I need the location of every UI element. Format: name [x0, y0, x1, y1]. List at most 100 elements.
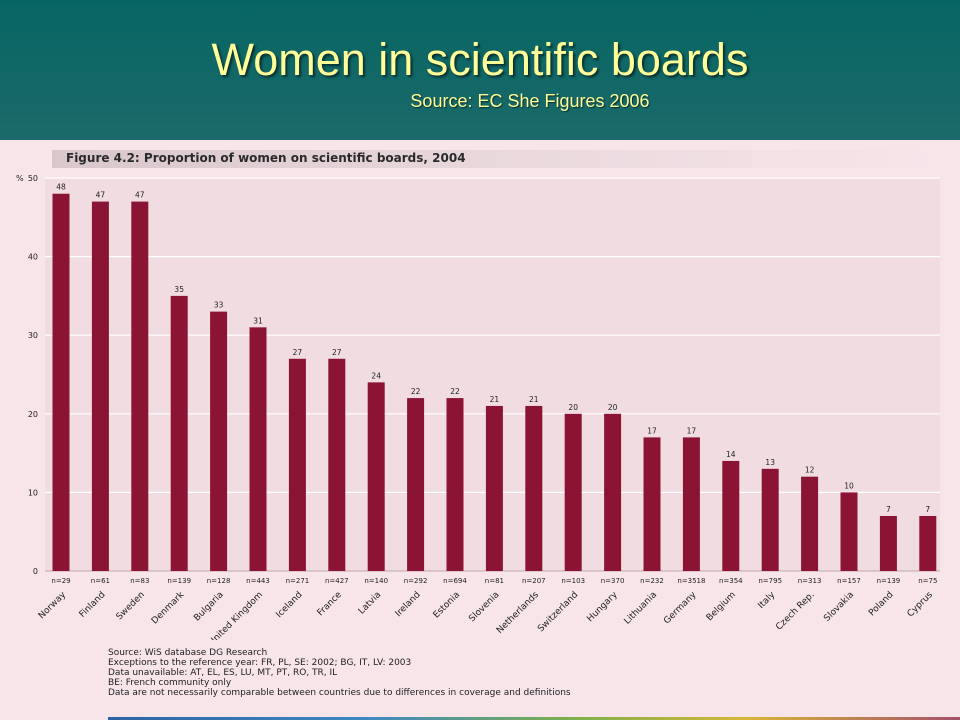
n-label: n=292 [404, 577, 428, 585]
y-tick-label: 40 [28, 253, 38, 262]
bar [879, 515, 897, 571]
data-label: 12 [805, 466, 815, 475]
n-label: n=3518 [677, 577, 705, 585]
bar [407, 398, 425, 571]
bar [367, 382, 385, 571]
data-label: 21 [490, 395, 500, 404]
data-label: 21 [529, 395, 539, 404]
n-label: n=427 [325, 577, 349, 585]
x-tick-label: Hungary [585, 590, 620, 625]
bar [801, 476, 819, 571]
data-label: 35 [174, 285, 184, 294]
x-tick-label: Slovenia [467, 590, 501, 624]
n-label: n=83 [130, 577, 149, 585]
data-label: 33 [214, 301, 224, 310]
x-tick-label: Ireland [394, 590, 423, 619]
n-label: n=139 [877, 577, 901, 585]
bar [564, 413, 582, 571]
slide-header: Women in scientific boards Source: EC Sh… [0, 0, 960, 140]
x-tick-label: Poland [867, 590, 895, 618]
bar [52, 193, 70, 571]
n-label: n=232 [640, 577, 664, 585]
data-label: 47 [96, 191, 106, 200]
bar [840, 492, 858, 571]
x-tick-label: Italy [756, 590, 777, 611]
note-line: Data are not necessarily comparable betw… [108, 688, 571, 698]
n-label: n=61 [91, 577, 110, 585]
bar [761, 468, 779, 571]
n-label: n=29 [51, 577, 70, 585]
bar [170, 295, 188, 571]
data-label: 27 [332, 348, 342, 357]
n-label: n=139 [167, 577, 191, 585]
n-label: n=443 [246, 577, 270, 585]
bar [249, 327, 267, 571]
x-tick-label: Latvia [357, 590, 383, 616]
data-label: 27 [293, 348, 303, 357]
n-label: n=207 [522, 577, 546, 585]
bar [131, 201, 149, 571]
data-label: 48 [56, 183, 66, 192]
data-label: 20 [568, 403, 578, 412]
n-label: n=313 [798, 577, 822, 585]
bar [210, 311, 228, 571]
y-tick-label: 20 [28, 410, 38, 419]
chart-notes: Source: WiS database DG Research Excepti… [108, 648, 571, 698]
x-tick-label: Estonia [432, 590, 463, 621]
bar [446, 398, 464, 571]
data-label: 7 [925, 505, 930, 514]
data-label: 47 [135, 191, 145, 200]
x-tick-label: Netherlands [495, 590, 541, 636]
n-label: n=795 [758, 577, 782, 585]
data-label: 14 [726, 450, 736, 459]
note-line: Exceptions to the reference year: FR, PL… [108, 658, 412, 668]
x-tick-label: Slovakia [822, 590, 856, 624]
x-tick-label: Denmark [150, 589, 187, 626]
x-tick-label: Bulgaria [192, 590, 225, 623]
note-line: Data unavailable: AT, EL, ES, LU, MT, PT… [108, 668, 338, 678]
data-label: 7 [886, 505, 891, 514]
bar [722, 460, 740, 571]
data-label: 31 [253, 316, 263, 325]
bar [91, 201, 109, 571]
y-tick-label: 0 [33, 567, 38, 576]
y-tick-label: 30 [28, 331, 38, 340]
slide-subtitle: Source: EC She Figures 2006 [410, 91, 650, 111]
x-tick-label: Czech Rep. [774, 590, 816, 632]
figure-panel: Figure 4.2: Proportion of women on scien… [0, 140, 960, 720]
x-tick-label: Norway [37, 590, 69, 622]
n-label: n=694 [443, 577, 467, 585]
slide-title: Women in scientific boards [211, 34, 749, 85]
data-label: 24 [371, 371, 381, 380]
n-label: n=81 [485, 577, 504, 585]
x-tick-label: Cyprus [906, 590, 936, 620]
data-label: 10 [844, 481, 854, 490]
x-tick-label: Iceland [274, 590, 304, 620]
bar [682, 437, 700, 571]
x-tick-label: Germany [662, 590, 699, 627]
x-tick-label: Switzerland [536, 590, 580, 634]
n-label: n=157 [837, 577, 861, 585]
note-line: BE: French community only [108, 678, 232, 688]
x-tick-label: Lithuania [623, 590, 660, 627]
y-tick-label: 50 [28, 174, 38, 183]
n-label: n=370 [601, 577, 625, 585]
x-tick-label: Sweden [115, 590, 147, 622]
bottom-stripe [108, 717, 960, 720]
n-label: n=140 [364, 577, 388, 585]
data-label: 22 [411, 387, 421, 396]
n-label: n=271 [286, 577, 310, 585]
y-axis-label: % [16, 174, 24, 183]
bar [525, 405, 543, 571]
bar [288, 358, 306, 571]
data-label: 17 [687, 426, 697, 435]
bar [604, 413, 622, 571]
data-label: 22 [450, 387, 460, 396]
x-tick-label: Belgium [705, 590, 738, 623]
n-label: n=75 [918, 577, 937, 585]
bar [485, 405, 503, 571]
data-label: 13 [765, 458, 775, 467]
bar [643, 437, 661, 571]
n-label: n=103 [561, 577, 585, 585]
bar-chart: 0 10 20 30 40 50% 48 n=29 Norway 47 n=61 Finland 47 n… [16, 174, 940, 640]
